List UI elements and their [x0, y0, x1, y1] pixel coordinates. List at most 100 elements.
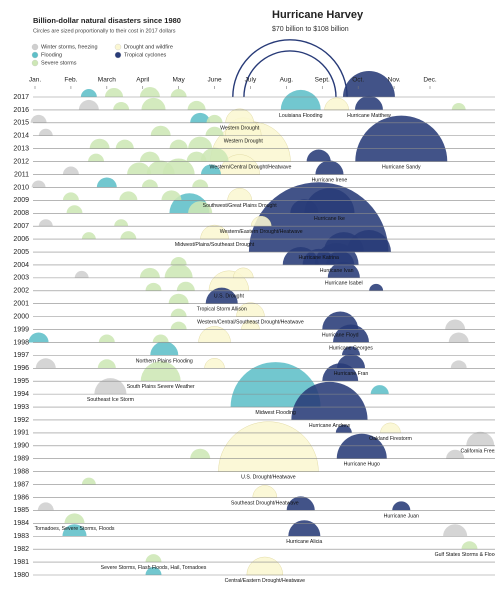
event-label: Louisiana Flooding: [279, 113, 323, 119]
y-tick-label: 1985: [13, 507, 29, 514]
event-semicircle: [96, 177, 117, 188]
event-semicircle: [89, 138, 110, 149]
y-tick-label: 1991: [13, 430, 29, 437]
annotation-title: Hurricane Harvey: [272, 9, 364, 21]
event-semicircle: [145, 567, 162, 575]
legend-swatch: [31, 59, 39, 67]
event-label: California Freeze: [461, 449, 495, 455]
legend-label: Severe storms: [41, 60, 77, 66]
y-tick-label: 2011: [14, 171, 29, 178]
event-semicircle: [461, 541, 478, 550]
event-semicircle: [280, 89, 321, 110]
event-label: Hurricane Katrina: [298, 255, 338, 261]
annotation-arc: [232, 39, 348, 98]
event-semicircle: [246, 556, 284, 576]
event-label: Central/Eastern Drought/Heatwave: [225, 578, 306, 584]
annotation-text: $70 billion to $108 billion: [272, 26, 349, 33]
event-label: Western Drought: [224, 139, 264, 145]
event-semicircle: [336, 433, 387, 459]
y-tick-label: 1989: [13, 456, 29, 463]
event-semicircle: [446, 449, 465, 459]
y-tick-label: 1994: [13, 391, 29, 398]
event-semicircle: [205, 126, 224, 136]
y-tick-label: 2014: [13, 133, 29, 140]
event-label: Southeast Drought/Heatwave: [231, 500, 299, 506]
x-tick-label: July: [245, 77, 257, 84]
event-semicircle: [190, 112, 211, 123]
event-semicircle: [200, 164, 221, 175]
y-tick-label: 2002: [13, 288, 29, 295]
event-semicircle: [35, 358, 56, 369]
event-semicircle: [291, 381, 368, 420]
event-label: Western/Central/Southeast Drought/Heatwa…: [197, 319, 304, 325]
event-label: Hurricane Alicia: [286, 539, 322, 545]
y-tick-label: 1998: [13, 339, 29, 346]
event-label: Northern Plains Flooding: [136, 358, 193, 364]
event-semicircle: [113, 101, 130, 110]
event-semicircle: [336, 354, 366, 369]
event-semicircle: [200, 147, 229, 162]
event-label: U.S. Drought/Heatwave: [241, 475, 296, 481]
chart-title: Billion-dollar natural disasters since 1…: [33, 16, 181, 25]
event-label: Gulf States Storms & Flooding: [435, 552, 495, 558]
legend-swatch: [114, 43, 122, 51]
event-label: Hurricane Fran: [334, 371, 369, 377]
event-semicircle: [290, 199, 319, 214]
y-tick-label: 2004: [13, 262, 29, 269]
event-semicircle: [30, 114, 47, 123]
x-tick-label: May: [172, 77, 185, 84]
event-semicircle: [451, 102, 466, 110]
event-semicircle: [354, 95, 383, 110]
x-tick-label: Dec.: [423, 77, 437, 84]
event-label: Hurricane Juan: [384, 513, 419, 519]
event-semicircle: [200, 224, 229, 240]
event-semicircle: [355, 115, 448, 162]
event-semicircle: [139, 87, 160, 97]
event-semicircle: [104, 87, 124, 97]
event-label: Southwest/Great Plains Drought: [203, 203, 278, 209]
event-label: Western Drought: [220, 126, 260, 132]
event-semicircle: [78, 99, 99, 110]
legend-swatch: [31, 51, 39, 59]
event-semicircle: [225, 108, 254, 124]
event-semicircle: [170, 308, 187, 317]
event-semicircle: [333, 324, 369, 343]
event-semicircle: [288, 520, 321, 537]
event-semicircle: [139, 267, 160, 278]
y-tick-label: 2005: [13, 249, 29, 256]
event-semicircle: [94, 378, 127, 395]
y-tick-label: 2015: [13, 120, 29, 127]
legend-swatch: [114, 51, 122, 59]
y-tick-label: 1996: [13, 365, 29, 372]
event-label: Hurricane Ivan: [320, 268, 354, 274]
event-semicircle: [188, 201, 213, 214]
y-tick-label: 1988: [13, 468, 29, 475]
event-label: Severe Storms, Flash Floods, Hail, Torna…: [101, 565, 207, 571]
event-label: Hurricane Irene: [312, 177, 348, 183]
x-tick-label: Sept.: [315, 77, 330, 84]
event-semicircle: [37, 502, 54, 511]
y-tick-label: 2010: [13, 184, 29, 191]
event-semicircle: [304, 188, 355, 214]
y-tick-label: 1997: [13, 352, 29, 359]
y-tick-label: 1981: [13, 559, 29, 566]
event-semicircle: [241, 320, 260, 330]
y-tick-label: 2017: [13, 94, 29, 101]
event-semicircle: [218, 421, 319, 472]
event-semicircle: [306, 149, 331, 162]
event-label: Western/Eastern Drought/Heatwave: [220, 229, 303, 235]
legend-label: Tropical cyclones: [124, 52, 167, 58]
x-tick-label: Oct.: [352, 77, 364, 84]
event-label: U.S. Drought: [214, 294, 245, 300]
event-semicircle: [28, 332, 49, 343]
event-semicircle: [286, 496, 315, 511]
event-label: Hurricane Ike: [314, 216, 345, 222]
event-semicircle: [161, 190, 182, 201]
y-tick-label: 1993: [13, 404, 29, 411]
y-tick-label: 2013: [13, 146, 29, 153]
event-semicircle: [152, 334, 169, 343]
y-tick-label: 1987: [13, 481, 29, 488]
event-label: Hurricane Andrew: [309, 423, 350, 429]
event-label: Western/Central Drought/Heatwave: [210, 164, 292, 170]
